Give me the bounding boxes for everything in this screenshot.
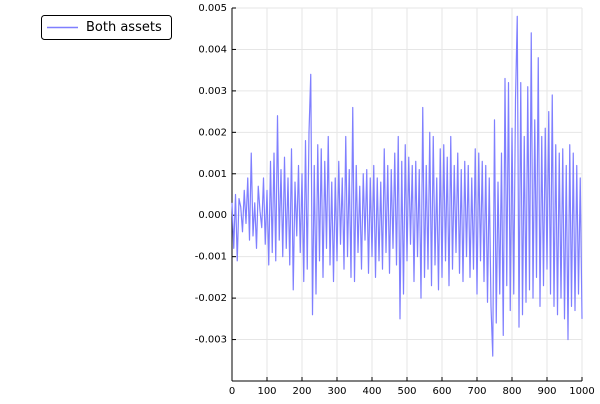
series-line — [231, 15, 583, 357]
y-tick-label: 0.005 — [198, 3, 227, 14]
legend-box — [41, 15, 172, 40]
x-tick-label: 300 — [327, 386, 346, 397]
x-tick-label: 200 — [292, 386, 311, 397]
y-tick-label: -0.002 — [195, 293, 227, 304]
x-tick-label: 0 — [229, 386, 235, 397]
x-tick-label: 1000 — [569, 386, 594, 397]
y-tick-label: -0.001 — [195, 252, 227, 263]
x-tick-label: 400 — [362, 386, 381, 397]
x-tick-label: 500 — [397, 386, 416, 397]
x-tick-label: 900 — [537, 386, 556, 397]
x-tick-label: 600 — [432, 386, 451, 397]
y-tick-label: 0.004 — [198, 44, 227, 55]
x-tick-label: 100 — [257, 386, 276, 397]
y-tick-label: 0.003 — [198, 86, 227, 97]
y-tick-label: 0.001 — [198, 169, 227, 180]
y-tick-label: 0.002 — [198, 127, 227, 138]
x-tick-label: 700 — [467, 386, 486, 397]
y-tick-label: 0.000 — [198, 210, 227, 221]
legend-label: Both assets — [86, 20, 162, 35]
y-tick-label: -0.003 — [195, 335, 227, 346]
x-tick-label: 800 — [502, 386, 521, 397]
